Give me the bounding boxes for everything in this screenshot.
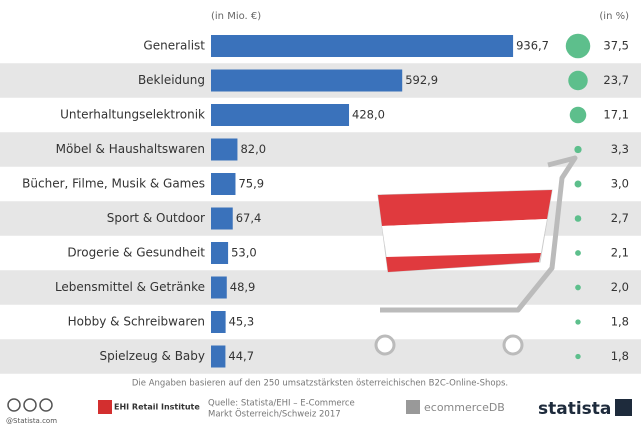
brand: statista	[538, 399, 611, 419]
share-bubble	[574, 180, 582, 188]
bar	[211, 173, 236, 195]
share-bubble	[565, 33, 591, 59]
credit: @Statista.com	[6, 417, 57, 425]
share-label: 1,8	[611, 315, 629, 329]
source: Markt Österreich/Schweiz 2017	[208, 409, 341, 420]
share-bubble	[574, 145, 582, 154]
share-label: 1,8	[611, 349, 629, 363]
share-bubble	[575, 319, 581, 325]
cc-icons	[7, 398, 53, 412]
category-label: Generalist	[143, 39, 205, 53]
share-label: 17,1	[603, 108, 629, 122]
category-label: Hobby & Schreibwaren	[68, 315, 205, 329]
value-label: 44,7	[228, 349, 254, 363]
share-label: 37,5	[603, 39, 629, 53]
value-label: 45,3	[229, 315, 255, 329]
category-label: Lebensmittel & Getränke	[55, 280, 205, 294]
source: Quelle: Statista/EHI – E-Commerce	[208, 399, 355, 409]
column-header: (in %)	[599, 11, 629, 22]
value-label: 75,9	[238, 177, 264, 191]
category-label: Bücher, Filme, Musik & Games	[22, 177, 205, 191]
category-label: Bekleidung	[138, 73, 205, 87]
bar	[211, 69, 403, 92]
share-label: 2,0	[611, 280, 629, 294]
share-bubble	[575, 250, 581, 256]
category-label: Möbel & Haushaltswaren	[56, 142, 205, 156]
row-band	[0, 339, 641, 374]
share-label: 2,7	[611, 211, 629, 225]
row-band	[0, 132, 641, 167]
bar	[211, 207, 233, 230]
value-label: 48,9	[230, 280, 256, 294]
bar	[211, 35, 514, 57]
bar	[211, 276, 227, 299]
value-label: 592,9	[405, 73, 438, 87]
category-label: Spielzeug & Baby	[100, 349, 205, 363]
bar	[211, 345, 226, 368]
share-bubble	[574, 215, 582, 222]
bar	[211, 311, 226, 333]
cart-illustration	[374, 155, 578, 356]
share-bubble	[575, 284, 581, 291]
value-label: 936,7	[516, 39, 549, 53]
footnote: Die Angaben basieren auf den 250 umsatzs…	[132, 379, 508, 389]
category-label: Sport & Outdoor	[107, 211, 205, 225]
database: ecommerceDB	[424, 401, 505, 414]
bar	[211, 242, 229, 264]
share-label: 3,0	[611, 177, 629, 191]
share-label: 2,1	[611, 246, 629, 260]
ecdb-logo-box	[406, 400, 420, 414]
bar	[211, 104, 350, 126]
partner: EHI Retail Institute	[114, 403, 200, 412]
share-bubble	[569, 106, 587, 124]
ehi-logo-box	[98, 400, 112, 414]
share-label: 23,7	[603, 73, 629, 87]
share-label: 3,3	[611, 142, 629, 156]
share-bubble	[568, 70, 588, 91]
column-header: (in Mio. €)	[211, 11, 261, 22]
value-label: 82,0	[240, 142, 266, 156]
share-bubble	[575, 353, 581, 360]
value-label: 67,4	[236, 211, 262, 225]
brand-logo-box	[615, 399, 632, 416]
value-label: 53,0	[231, 246, 257, 260]
bar	[211, 138, 238, 161]
category-label: Drogerie & Gesundheit	[67, 246, 205, 260]
value-label: 428,0	[352, 108, 385, 122]
category-label: Unterhaltungselektronik	[60, 108, 205, 122]
